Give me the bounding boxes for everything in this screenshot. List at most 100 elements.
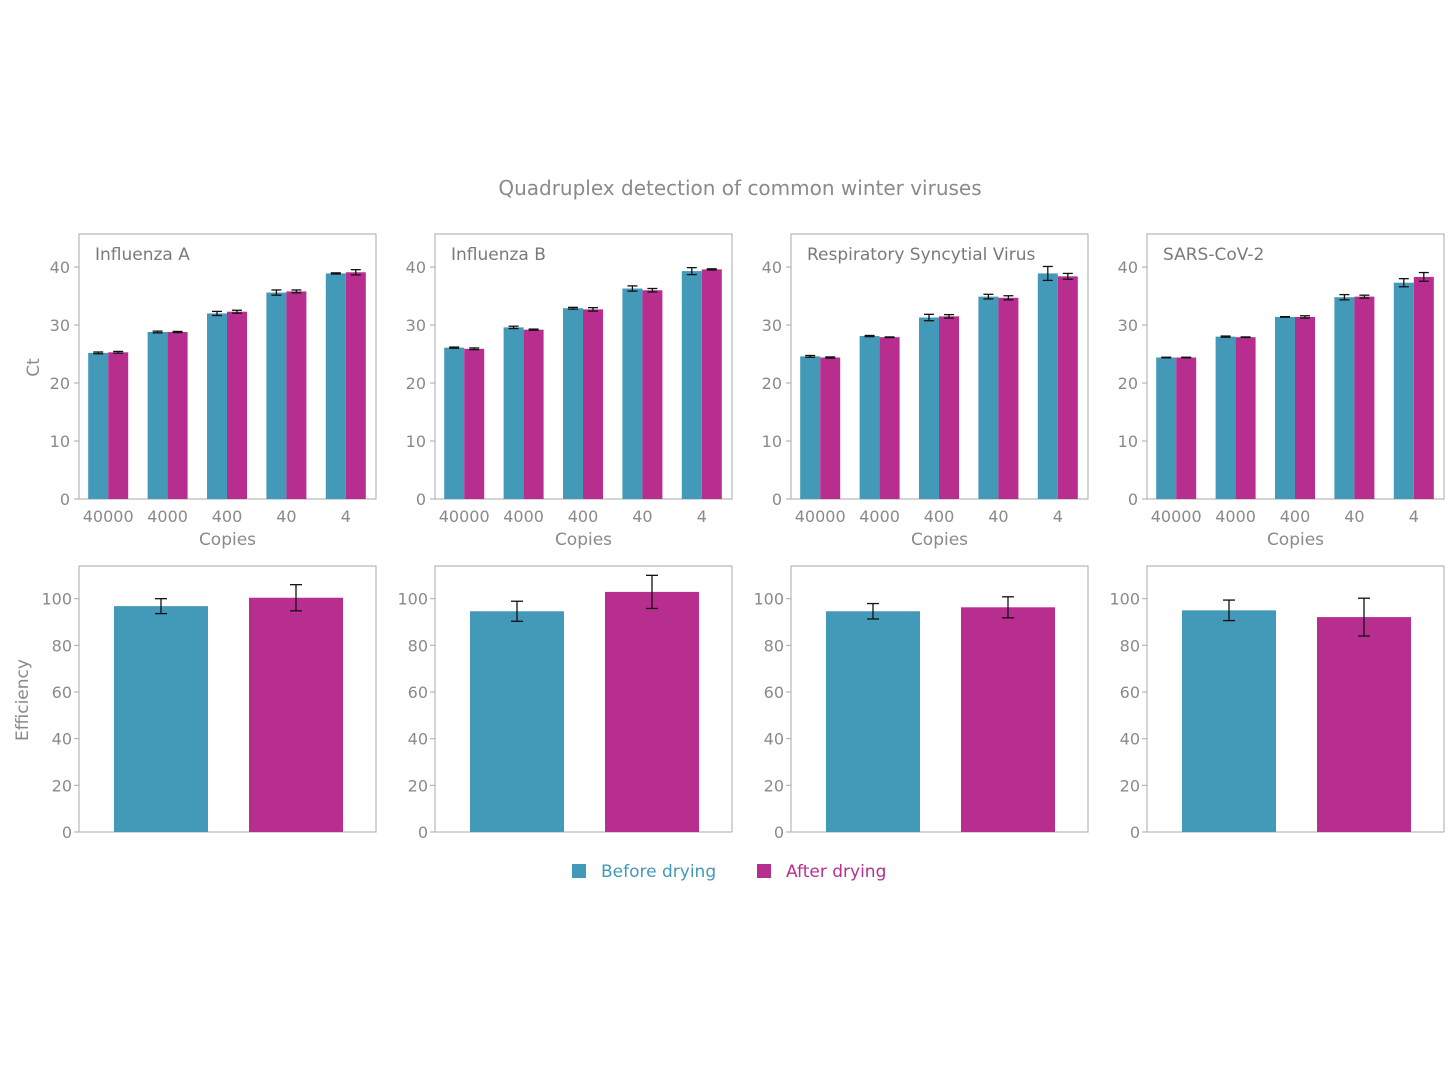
y-tick-label: 30 [762,316,782,335]
error-bar [113,350,124,354]
y-tick-label: 40 [52,730,72,749]
x-tick-label: 4 [1053,507,1063,526]
y-tick-label: 20 [52,776,72,795]
error-bar [511,600,523,622]
y-tick-label: 40 [1118,258,1138,277]
bar-before-drying [266,292,287,499]
x-tick-label: 40000 [439,507,490,526]
y-tick-label: 60 [408,683,428,702]
bar-after-drying [1235,337,1256,499]
panel-title: Respiratory Syncytial Virus [807,245,1036,265]
error-bar [884,336,895,339]
bar-after-drying [345,272,366,499]
legend: Before drying After drying [572,862,886,882]
y-tick-label: 20 [50,374,70,393]
y-tick-label: 40 [762,258,782,277]
error-bar [867,602,879,620]
bar-after-drying [108,352,129,499]
x-axis-label: Copies [911,530,968,550]
bar-after-drying [167,331,188,499]
x-axis-label: Copies [199,530,256,550]
y-tick-label: 80 [52,636,72,655]
y-tick-label: 10 [50,432,70,451]
error-bar [805,354,816,358]
bar-after-drying [1295,316,1315,499]
error-bar [1042,265,1053,282]
legend-label-before: Before drying [601,862,716,882]
y-tick-label: 40 [50,258,70,277]
error-bar [568,306,578,310]
panel-title: Influenza A [95,245,190,265]
error-bar [1359,294,1370,299]
y-tick-label: 60 [52,683,72,702]
error-bar [212,310,222,317]
bar-after-drying [249,597,343,832]
bar-after-drying [605,591,699,832]
bar-after-drying [523,329,544,499]
bar-before-drying [800,356,821,499]
y-tick-label: 60 [1120,683,1140,702]
y-tick-label: 20 [406,374,426,393]
bar-before-drying [859,336,880,499]
error-bar [1161,356,1172,359]
error-bar [528,328,539,331]
bar-before-drying [207,313,227,499]
error-bar [944,313,954,319]
y-tick-label: 100 [41,590,72,609]
panel-title: SARS-CoV-2 [1163,245,1264,265]
bar-before-drying [1334,297,1355,499]
bar-after-drying [642,290,663,499]
error-bar [627,285,638,292]
y-tick-label: 20 [1118,374,1138,393]
bar-before-drying [826,611,920,832]
y-tick-label: 60 [764,683,784,702]
bar-after-drying [583,309,603,499]
bar-before-drying [503,327,524,499]
error-bar [152,330,163,334]
bar-before-drying [1182,610,1276,832]
error-bar [1240,336,1251,339]
y-axis-label: Ct [24,358,44,377]
error-bar [290,584,302,612]
y-tick-label: 100 [397,590,428,609]
y-tick-label: 0 [1130,823,1140,842]
error-bar [1418,271,1429,282]
bar-after-drying [286,291,307,499]
y-tick-label: 0 [60,490,70,509]
y-tick-label: 0 [774,823,784,842]
bar-before-drying [470,611,564,832]
x-tick-label: 40 [1344,507,1364,526]
error-bar [1002,596,1014,619]
bar-before-drying [114,606,208,832]
x-tick-label: 4 [341,507,351,526]
bar-before-drying [563,308,583,499]
bar-after-drying [879,337,900,499]
error-bar [172,330,183,334]
y-tick-label: 10 [406,432,426,451]
error-bar [1181,356,1192,359]
error-bar [983,293,994,300]
efficiency-subplot: 0 20 40 60 80 100 Efficiency [13,565,377,842]
x-tick-label: 40 [632,507,652,526]
y-tick-label: 0 [62,823,72,842]
y-tick-label: 0 [1128,490,1138,509]
y-tick-label: 40 [1120,730,1140,749]
x-tick-label: 4000 [503,507,544,526]
efficiency-subplot: 0 20 40 60 80 100 [1109,565,1445,842]
error-bar [350,269,361,276]
y-tick-label: 0 [418,823,428,842]
error-bar [1300,315,1310,319]
bar-after-drying [1057,276,1078,499]
error-bar [1358,597,1370,637]
y-tick-label: 0 [416,490,426,509]
bar-after-drying [227,311,247,499]
y-tick-label: 10 [762,432,782,451]
bar-before-drying [444,347,465,499]
x-tick-label: 400 [212,507,243,526]
error-bar [646,574,658,610]
x-tick-label: 4000 [147,507,188,526]
y-tick-label: 30 [1118,316,1138,335]
efficiency-plot-frame [790,565,1089,833]
